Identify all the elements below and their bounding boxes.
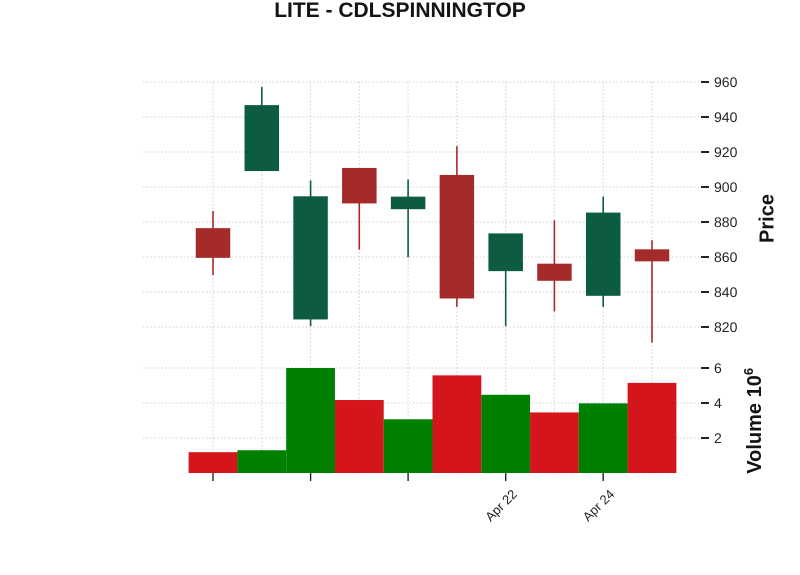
svg-text:960: 960 xyxy=(714,74,738,90)
svg-text:6: 6 xyxy=(714,360,722,376)
svg-text:940: 940 xyxy=(714,109,738,125)
svg-text:2: 2 xyxy=(714,430,722,446)
svg-text:4: 4 xyxy=(714,395,722,411)
svg-text:820: 820 xyxy=(714,319,738,335)
svg-text:860: 860 xyxy=(714,249,738,265)
svg-text:900: 900 xyxy=(714,179,738,195)
svg-text:880: 880 xyxy=(714,214,738,230)
svg-text:920: 920 xyxy=(714,144,738,160)
svg-text:Apr 22: Apr 22 xyxy=(482,487,520,525)
svg-text:840: 840 xyxy=(714,284,738,300)
svg-text:Apr 24: Apr 24 xyxy=(580,487,618,525)
